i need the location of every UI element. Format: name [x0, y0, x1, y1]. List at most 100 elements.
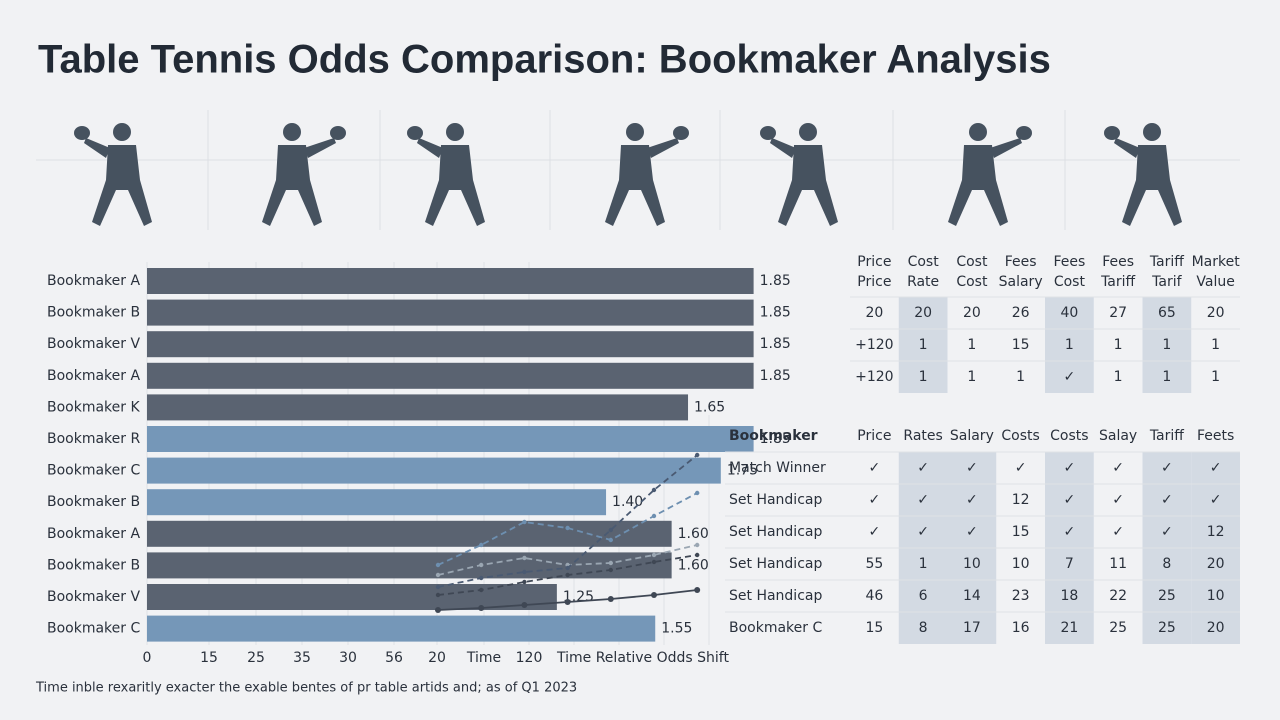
trend-point [522, 579, 527, 585]
table-cell: ✓ [1161, 460, 1173, 476]
header-cell: Costs [1001, 428, 1039, 444]
header-cell: Market [1192, 254, 1241, 270]
category-label: Bookmaker C [47, 621, 140, 637]
arm [990, 138, 1022, 158]
table-cell: ✓ [869, 524, 881, 540]
header-cell: Price [857, 428, 891, 444]
x-axis-label: 56 [385, 650, 403, 666]
head [446, 123, 464, 141]
paddle [1104, 126, 1120, 140]
body [425, 145, 485, 226]
table-cell: Bookmaker C [729, 620, 822, 636]
table-cell: 15 [1012, 337, 1030, 353]
header-cell: Salary [950, 428, 994, 444]
table-cell: Set Handicap [729, 556, 822, 572]
arm [647, 138, 679, 158]
trend-point [651, 487, 657, 493]
table-cell: 20 [914, 305, 932, 321]
table-cell: 8 [919, 620, 928, 636]
table-cell: 12 [1012, 492, 1030, 508]
paddle [760, 126, 776, 140]
column-shade [1045, 297, 1094, 393]
table-cell: 65 [1158, 305, 1176, 321]
table-cell: ✓ [1064, 492, 1076, 508]
body [262, 145, 322, 226]
footnote: Time inble rexaritly exacter the exable … [35, 681, 577, 696]
trend-point [565, 565, 570, 571]
table-cell: 1 [1211, 369, 1220, 385]
player-figure [407, 123, 485, 226]
table-cell: 8 [1162, 556, 1171, 572]
table-cell: 10 [1012, 556, 1030, 572]
header-cell: Feets [1197, 428, 1234, 444]
header-cell: Bookmaker [729, 428, 818, 444]
table-cell: 20 [1207, 305, 1225, 321]
table-cell: 26 [1012, 305, 1030, 321]
title: Table Tennis Odds Comparison: Bookmaker … [38, 38, 1051, 82]
trend-point [435, 572, 441, 578]
value-label: 1.60 [678, 557, 709, 573]
trend-point [695, 552, 700, 558]
category-label: Bookmaker K [47, 399, 140, 415]
bar [147, 426, 754, 452]
bar [147, 457, 721, 484]
trend-point [564, 599, 571, 605]
header-cell: Tariff [1149, 254, 1184, 270]
head [1143, 123, 1161, 141]
arm [84, 138, 110, 158]
body [92, 145, 152, 226]
table-cell: ✓ [1161, 492, 1173, 508]
header-cell: Fees [1053, 254, 1085, 270]
trend-point [479, 562, 484, 568]
trend-point [565, 525, 570, 531]
trend-point [521, 602, 528, 608]
bar [147, 394, 689, 421]
arm [417, 138, 443, 158]
head [969, 123, 987, 141]
trend-point [522, 519, 527, 525]
table-cell: 22 [1109, 588, 1127, 604]
trend-point [695, 452, 700, 458]
table-cell: 20 [1207, 620, 1225, 636]
table-cell: 15 [1012, 524, 1030, 540]
trend-point [565, 572, 570, 578]
trend-point [651, 513, 657, 519]
table-cell: 15 [865, 620, 883, 636]
arm [770, 138, 796, 158]
bar [147, 552, 672, 579]
trend-point [695, 490, 700, 496]
x-axis-label: 15 [200, 650, 218, 666]
bar [147, 299, 754, 326]
bar [147, 520, 672, 547]
table-cell: 21 [1060, 620, 1078, 636]
table-cell: ✓ [917, 524, 929, 540]
table-cell: 7 [1065, 556, 1074, 572]
table-cell: 1 [919, 337, 928, 353]
trend-point [607, 596, 614, 602]
header-cell: Price [857, 254, 891, 270]
trend-point [651, 559, 657, 565]
bar [147, 584, 557, 610]
x-axis-label: 0 [143, 650, 152, 666]
table-cell: ✓ [966, 524, 978, 540]
category-label: Bookmaker B [47, 494, 140, 510]
table-cell: ✓ [1210, 460, 1222, 476]
header-cell: Value [1196, 274, 1234, 290]
value-label: 1.85 [760, 273, 791, 289]
header-cell: Fees [1005, 254, 1037, 270]
body [778, 145, 838, 226]
table-cell: 1 [1065, 337, 1074, 353]
table-cell: +120 [855, 369, 893, 385]
table-cell: 46 [865, 588, 883, 604]
category-label: Bookmaker R [47, 431, 140, 447]
table-cell: 1 [1162, 337, 1171, 353]
trend-point [694, 587, 701, 593]
x-axis-label: 20 [428, 650, 446, 666]
category-label: Bookmaker A [47, 368, 140, 384]
table-cell: ✓ [966, 492, 978, 508]
table-cell: Set Handicap [729, 492, 822, 508]
value-label: 1.65 [694, 399, 725, 415]
header-cell: Rate [907, 274, 939, 290]
header-cell: Cost [908, 254, 940, 270]
